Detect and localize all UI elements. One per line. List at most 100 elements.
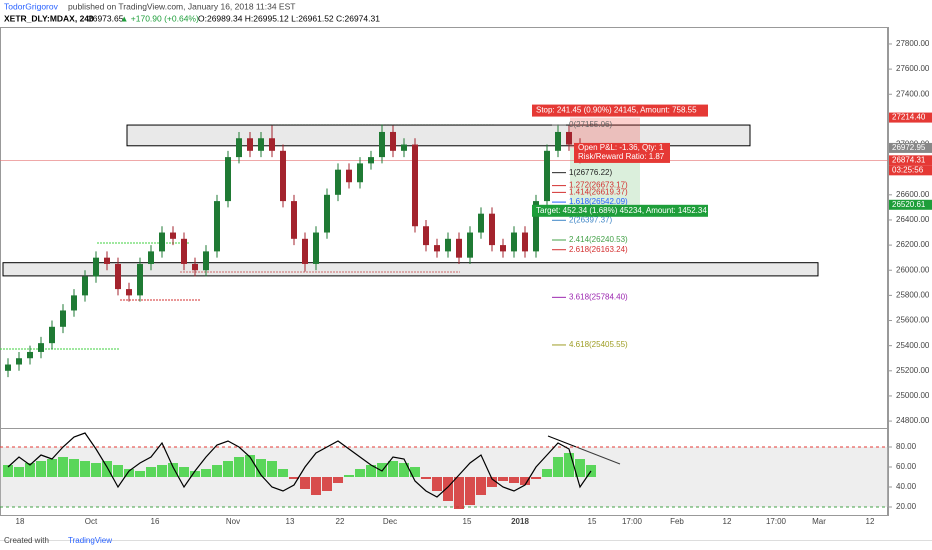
- histogram-bar: [190, 471, 200, 477]
- candle-body: [368, 157, 374, 164]
- histogram-bar: [531, 477, 541, 479]
- candle-body: [291, 201, 297, 239]
- histogram-bar: [91, 463, 101, 477]
- candle-body: [115, 263, 121, 290]
- indicator-trendline: [547, 435, 621, 465]
- author[interactable]: TodorGrigorov: [4, 1, 59, 11]
- histogram-bar: [146, 467, 156, 477]
- fib-label: 1.618(26542.09): [569, 197, 628, 206]
- histogram-bar: [311, 477, 321, 495]
- candle-body: [16, 358, 22, 365]
- histogram-bar: [69, 459, 79, 477]
- frame: [0, 27, 888, 516]
- y-tick-label: 20.00: [896, 502, 917, 511]
- candle-body: [324, 194, 330, 233]
- x-tick-label: 18: [16, 517, 25, 526]
- y-tick-label: 24800.00: [896, 416, 930, 425]
- footer-brand[interactable]: TradingView: [68, 536, 112, 545]
- x-tick-label: 16: [151, 517, 160, 526]
- stop-label-bg: [532, 104, 708, 117]
- histogram-bar: [289, 477, 299, 479]
- price-tag-label: 26520.61: [892, 200, 926, 209]
- histogram-bar: [333, 477, 343, 483]
- x-tick-label: 17:00: [766, 517, 787, 526]
- y-tick-label: 25600.00: [896, 316, 930, 325]
- price-tag: [889, 155, 932, 166]
- candle-body: [522, 232, 528, 252]
- histogram-bar: [366, 465, 376, 477]
- candle-body: [93, 257, 99, 277]
- candle-body: [302, 238, 308, 264]
- candle-body: [159, 232, 165, 252]
- histogram-bar: [267, 461, 277, 477]
- histogram-bar: [278, 469, 288, 477]
- candle-body: [203, 251, 209, 271]
- x-tick-label: 15: [463, 517, 472, 526]
- candle-body: [423, 226, 429, 246]
- pnl-label: Open P&L: -1.36, Qty: 1: [578, 143, 664, 152]
- histogram-bar: [344, 475, 354, 477]
- x-tick-label: Dec: [383, 517, 397, 526]
- histogram-bar: [157, 465, 167, 477]
- countdown-bg: [889, 165, 932, 176]
- histogram-bar: [256, 459, 266, 477]
- zone: [126, 124, 751, 147]
- price-tag-label: 26874.31: [892, 155, 926, 164]
- candle-body: [236, 138, 242, 158]
- target-label: Target: 452.34 (1.68%) 45234, Amount: 14…: [536, 206, 707, 215]
- histogram-bar: [542, 469, 552, 477]
- candle-body: [280, 150, 286, 202]
- histogram-bar: [36, 461, 46, 477]
- x-tick-label: 15: [588, 517, 597, 526]
- candle-body: [401, 144, 407, 151]
- histogram-bar: [476, 477, 486, 495]
- candle-body: [258, 138, 264, 151]
- x-tick-label: 13: [286, 517, 295, 526]
- candle-body: [467, 232, 473, 258]
- target-label-bg: [532, 204, 708, 217]
- x-tick-label: 12: [866, 517, 875, 526]
- histogram-bar: [322, 477, 332, 491]
- histogram-bar: [102, 461, 112, 477]
- histogram-bar: [3, 465, 13, 477]
- rr-label: Risk/Reward Ratio: 1.87: [578, 152, 665, 161]
- candle-body: [38, 343, 44, 352]
- histogram-bar: [443, 477, 453, 501]
- candle-body: [181, 238, 187, 264]
- change: ▲ +170.90 (+0.64%): [120, 13, 199, 23]
- zone: [2, 262, 819, 277]
- candle-body: [192, 263, 198, 271]
- candle-body: [27, 351, 33, 359]
- candle-body: [126, 289, 132, 296]
- fib-label: 2(26397.37): [569, 215, 612, 224]
- last-price: 26973.65: [88, 13, 124, 23]
- price-tag: [889, 142, 932, 153]
- fib-label: 4.618(25405.55): [569, 340, 628, 349]
- fib-label: 2.414(26240.53): [569, 235, 628, 244]
- histogram-bar: [124, 469, 134, 477]
- histogram-bar: [80, 461, 90, 477]
- oscillator-line: [7, 432, 592, 498]
- fib-label: 1.414(26619.37): [569, 187, 628, 196]
- histogram-bar: [410, 467, 420, 477]
- candle-body: [478, 213, 484, 233]
- histogram-bar: [201, 469, 211, 477]
- candle-body: [82, 276, 88, 296]
- histogram-bar: [355, 469, 365, 477]
- candle-body: [104, 257, 110, 264]
- candle-body: [533, 201, 539, 252]
- histogram-bar: [179, 467, 189, 477]
- x-tick-label: Oct: [85, 517, 98, 526]
- histogram-bar: [553, 457, 563, 477]
- fib-label: 3.618(25784.40): [569, 292, 628, 301]
- y-tick-label: 27800.00: [896, 39, 930, 48]
- countdown: 03:25:56: [892, 165, 924, 174]
- candle-body: [566, 131, 572, 145]
- ohlc: O:26989.34 H:26995.12 L:26961.52 C:26974…: [198, 13, 380, 23]
- histogram-bar: [135, 471, 145, 477]
- y-tick-label: 40.00: [896, 482, 917, 491]
- candle-body: [225, 157, 231, 202]
- histogram-bar: [47, 459, 57, 477]
- histogram-bar: [113, 465, 123, 477]
- candle-body: [412, 144, 418, 227]
